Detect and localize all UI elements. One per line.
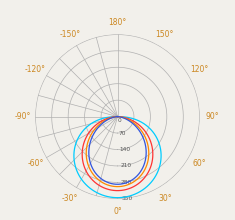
Text: 0: 0 xyxy=(118,118,121,123)
Text: 30°: 30° xyxy=(158,194,172,203)
Text: 150°: 150° xyxy=(156,30,174,39)
Text: -30°: -30° xyxy=(62,194,78,203)
Text: -150°: -150° xyxy=(60,30,81,39)
Text: 140: 140 xyxy=(119,147,130,152)
Text: -90°: -90° xyxy=(15,112,31,121)
Text: 120°: 120° xyxy=(190,65,208,74)
Text: -120°: -120° xyxy=(25,65,46,74)
Text: 180°: 180° xyxy=(108,18,127,27)
Text: 0°: 0° xyxy=(113,207,122,216)
Text: 210: 210 xyxy=(120,163,131,168)
Text: 60°: 60° xyxy=(193,160,206,168)
Text: 90°: 90° xyxy=(205,112,219,121)
Text: 280: 280 xyxy=(121,180,132,185)
Text: 350: 350 xyxy=(122,196,133,201)
Text: -60°: -60° xyxy=(27,160,44,168)
Text: 70: 70 xyxy=(118,130,126,136)
